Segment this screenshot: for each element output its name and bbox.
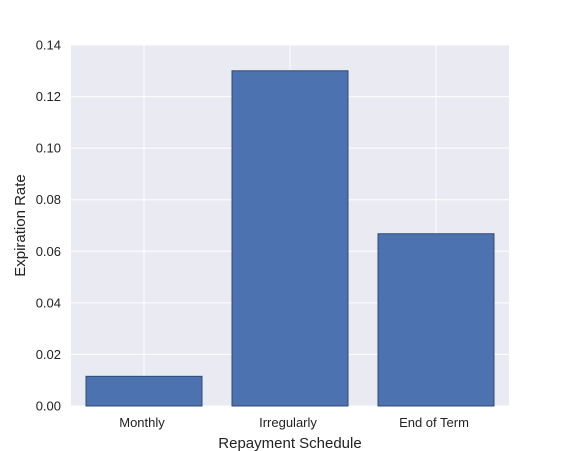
x-axis-label: Repayment Schedule bbox=[218, 435, 361, 451]
y-tick-label: 0.02 bbox=[36, 347, 61, 362]
bar-end-of-term bbox=[377, 233, 495, 407]
y-tick-labels: 0.00 0.02 0.04 0.06 0.08 0.10 0.12 0.14 bbox=[36, 38, 61, 414]
bars bbox=[85, 70, 495, 407]
x-tick-labels: Monthly Irregularly End of Term bbox=[119, 415, 469, 430]
y-tick-label: 0.06 bbox=[36, 244, 61, 259]
x-tick-label: Monthly bbox=[119, 415, 165, 430]
y-tick-label: 0.14 bbox=[36, 38, 61, 53]
y-tick-label: 0.10 bbox=[36, 141, 61, 156]
bar-monthly bbox=[85, 375, 203, 407]
y-axis-label: Expiration Rate bbox=[12, 174, 29, 277]
y-tick-label: 0.12 bbox=[36, 89, 61, 104]
x-tick-label: Irregularly bbox=[259, 415, 317, 430]
y-tick-label: 0.04 bbox=[36, 295, 61, 310]
y-tick-label: 0.08 bbox=[36, 192, 61, 207]
x-tick-label: End of Term bbox=[399, 415, 469, 430]
bar-irregularly bbox=[231, 70, 349, 407]
y-tick-label: 0.00 bbox=[36, 399, 61, 414]
